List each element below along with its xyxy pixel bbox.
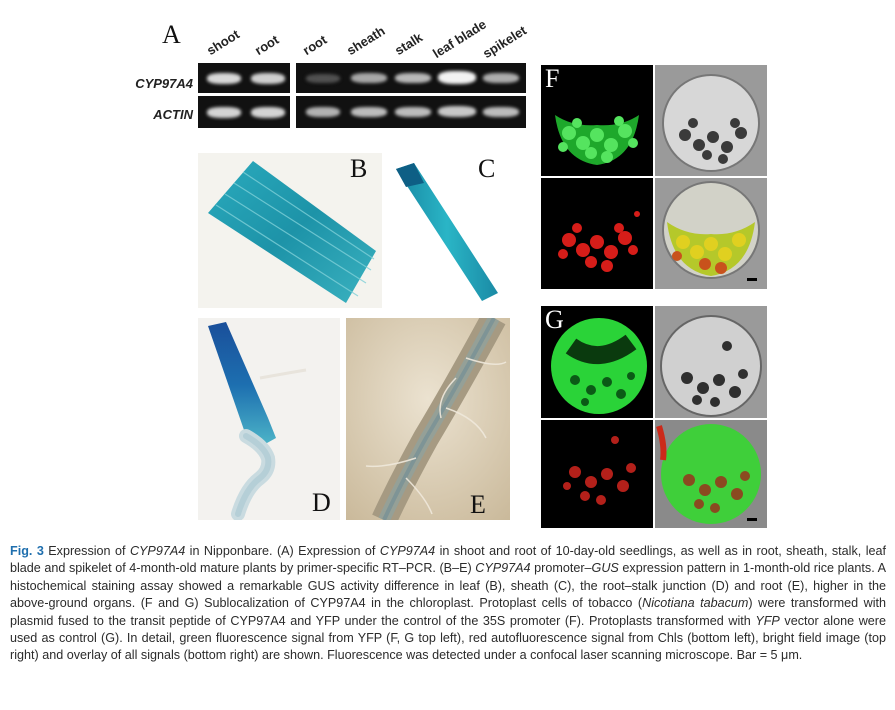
caption-segment: ) were transformed with plasmid fused to…: [10, 596, 886, 628]
panel-letter-d: D: [312, 488, 331, 517]
overlay-image: [656, 424, 761, 524]
leaf-image: [208, 161, 376, 303]
junction-image: [208, 322, 307, 520]
yfp-green-image: [551, 318, 647, 414]
caption-segment: Expression of: [43, 544, 130, 558]
caption-segment: GUS: [591, 561, 619, 576]
bright-field-image: [662, 74, 760, 172]
panel-letter-a: A: [162, 20, 181, 49]
gel-band: [207, 107, 241, 118]
figure-label: Fig. 3: [10, 544, 44, 558]
gel-left-row2: [198, 96, 290, 128]
panel-g-overlay: [655, 420, 767, 528]
gel-band: [306, 74, 340, 83]
caption-segment: in Nipponbare. (A) Expression of: [185, 544, 380, 558]
overlay-image: [662, 181, 760, 279]
yfp-green-image: [555, 115, 639, 165]
gel-band: [395, 73, 431, 83]
gel-band: [438, 106, 476, 117]
caption-segment: expression pattern in 1-month-old rice p…: [10, 561, 886, 611]
caption-segment: YFP: [755, 613, 780, 628]
lane-label: stalk: [392, 29, 426, 58]
panel-e-photo: [346, 318, 510, 520]
lane-label: sheath: [344, 23, 388, 58]
gel-left-row1: [198, 63, 290, 93]
caption-segment: CYP97A4: [475, 561, 531, 576]
panel-b-photo: [198, 153, 382, 308]
gel-band: [483, 73, 519, 83]
caption-segment: CYP97A4: [129, 544, 186, 558]
gene-label: ACTIN: [153, 107, 193, 122]
bright-field-image: [660, 315, 762, 417]
caption-segment: in shoot and root of 10-day-old seedling…: [10, 544, 887, 576]
gel-band: [351, 73, 387, 83]
panel-f-red: [541, 178, 653, 289]
caption-segment: promoter–: [530, 561, 592, 576]
panel-f-green: [541, 65, 653, 176]
panel-g-green: [541, 306, 653, 418]
panel-letter-c: C: [478, 154, 496, 183]
gel-band: [251, 107, 285, 118]
gel-band: [483, 107, 519, 117]
scale-bar: [747, 278, 757, 281]
gene-label: CYP97A4: [135, 76, 193, 91]
gel-band: [438, 71, 476, 84]
lane-label: leaf blade: [430, 16, 489, 61]
panel-g-bright: [655, 306, 767, 418]
scale-bar: [747, 518, 757, 521]
gel-band: [306, 107, 340, 117]
panel-g-red: [541, 420, 653, 528]
gel-right-row2: [296, 96, 526, 128]
gel-band: [207, 73, 241, 84]
root-image: [346, 318, 510, 520]
sheath-image: [396, 163, 498, 301]
panel-letter-g: G: [545, 305, 564, 334]
gel-band: [251, 73, 285, 84]
panel-d-photo: [198, 318, 340, 520]
caption-segment: CYP97A4: [379, 544, 436, 558]
panel-letter-e: E: [470, 490, 486, 519]
panel-f-bright: [655, 65, 767, 176]
chl-red-image: [558, 211, 640, 272]
gel-right-row1: [296, 63, 526, 93]
chl-red-image: [563, 436, 636, 505]
figure-caption: Fig. 3 Expression of CYP97A4 in Nipponba…: [10, 543, 886, 665]
panel-f-overlay: [655, 178, 767, 289]
gel-band: [351, 107, 387, 117]
panel-c-photo: [388, 153, 510, 308]
panel-letter-f: F: [545, 64, 560, 93]
lane-label: shoot: [204, 26, 243, 58]
lane-label: root: [252, 31, 282, 58]
panel-letter-b: B: [350, 154, 368, 183]
gel-band: [395, 107, 431, 117]
caption-segment: Nicotiana tabacum: [642, 596, 749, 611]
caption-segment: vector alone were used as control (G). I…: [10, 613, 886, 663]
lane-label: root: [300, 31, 330, 58]
